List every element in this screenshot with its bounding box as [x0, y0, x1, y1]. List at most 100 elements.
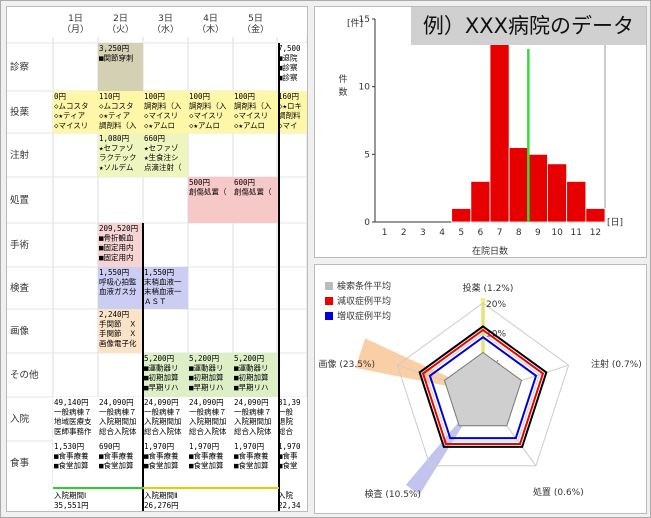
cell-line: 1,970円	[189, 442, 219, 451]
cell-line: 0円	[54, 92, 66, 101]
cell-line: 画像電子化	[99, 338, 137, 348]
radar-axis-label: 検査 (10.5%)	[365, 488, 421, 500]
day-weekday: （木）	[197, 23, 224, 35]
cell-line: ■運動器リ	[144, 364, 179, 373]
cell-line: ◇★ティア	[54, 111, 85, 120]
category-label: 画像	[10, 325, 30, 337]
footer-line: 入院	[278, 490, 293, 500]
cell-line: ■早期リハ	[189, 383, 224, 392]
cell-line: ◇マイスリ	[189, 111, 223, 120]
cell-bg	[143, 133, 188, 177]
y-tick-label: 15	[359, 15, 370, 25]
cell-line: 総合	[278, 426, 293, 436]
cell-line: 一般	[278, 407, 293, 417]
cell-line: 1,550円	[99, 268, 129, 277]
cell-line: ◇マイ	[278, 121, 298, 130]
x-unit-label: [日]	[607, 217, 623, 228]
cell-line: ■関節穿刺	[99, 53, 134, 63]
x-tick-label: 12	[590, 228, 601, 238]
footer-line: 入院期間Ⅰ	[54, 490, 86, 500]
cell-bg	[98, 267, 143, 309]
footer-line: 26,276円	[144, 501, 179, 510]
cell-line: ■食事療養	[54, 451, 89, 461]
histogram-bar	[527, 153, 548, 223]
legend-item-search: 検索条件平均	[325, 279, 391, 292]
cell-line: 24,090円	[189, 398, 224, 407]
cell-line: 一般病棟７	[99, 407, 137, 417]
cell-line: 調剤料（入	[99, 120, 137, 130]
cell-bg	[277, 397, 307, 441]
legend-swatch	[325, 281, 333, 290]
cell-line: ◇★アムロ	[189, 121, 220, 130]
histogram-bar	[470, 180, 491, 223]
y-axis-title-char: 件	[338, 73, 347, 85]
cell-line: ■食事療養	[144, 451, 179, 461]
radar-panel: 0%10%20%投薬 (1.2%)注射 (0.7%)処置 (0.6%)検査 (1…	[314, 264, 647, 514]
x-tick-label: 10	[551, 228, 563, 238]
schedule-panel: 1日 （月） 2日 （火） 3日 （水） 4日 （木） 5日 （金） 診察 投薬 注射 処置 手術 検査 画像そ…	[6, 6, 308, 512]
cell-bg	[233, 397, 278, 441]
cell-line: ◇マイスリ	[54, 121, 88, 130]
cell-line: 退院	[278, 416, 293, 426]
cell-line: 調剤料	[278, 110, 301, 120]
cell-line: 2,240円	[99, 310, 129, 319]
day-weekday: （月）	[62, 24, 89, 35]
cell-line: ■食事療養	[99, 451, 134, 461]
footer-line: 入院期間Ⅱ	[144, 490, 178, 500]
cell-line: 209,520円	[99, 224, 138, 233]
cell-line: 31,39	[278, 398, 301, 407]
cell-line: ■診察	[278, 62, 298, 72]
y-unit-label: [件]	[347, 17, 363, 29]
radar-ring	[425, 332, 541, 442]
cell-bg	[233, 353, 278, 397]
y-tick-label: 10	[359, 83, 371, 93]
footer-line: 22,34	[278, 501, 301, 510]
cell-bg	[98, 441, 143, 485]
cell-line: ◇★アムロ	[144, 121, 175, 130]
day-date: 1日	[68, 13, 83, 24]
cell-line: ■骨折観血	[99, 233, 134, 243]
cell-bg	[188, 177, 233, 223]
cell-line: 入院期間加	[189, 416, 227, 426]
cell-line: 24,090円	[99, 398, 134, 407]
x-tick-label: 3	[420, 228, 426, 238]
cell-bg	[98, 223, 143, 267]
cell-bg	[143, 91, 188, 133]
category-label: 診察	[10, 61, 30, 73]
x-tick-label: 11	[571, 228, 582, 238]
cell-bg	[188, 353, 233, 397]
cell-line: 500円	[189, 178, 210, 187]
cell-bg	[143, 441, 188, 485]
category-label: 入院	[10, 413, 30, 425]
cell-line: 総合入院体	[189, 426, 227, 436]
cell-line: 690円	[99, 442, 120, 451]
cell-line: 末梢血液一	[144, 286, 182, 296]
cell-line: ■食事	[278, 451, 298, 461]
cell-bg	[188, 441, 233, 485]
cell-bg	[143, 267, 188, 309]
cell-line: 点滴注射（	[144, 162, 182, 172]
cell-line: ◇マイスリ	[144, 111, 178, 120]
radar-chart: 0%10%20%投薬 (1.2%)注射 (0.7%)処置 (0.6%)検査 (1…	[319, 282, 642, 500]
cell-line: 調剤料（入	[234, 101, 272, 111]
cell-line: 660円	[144, 134, 165, 143]
day-weekday: （水）	[152, 23, 179, 35]
category-label: 検査	[10, 282, 30, 294]
radar-legend: 検索条件平均 減収症例平均 増収症例平均	[325, 279, 391, 324]
cell-line: 創傷処置（	[189, 187, 227, 197]
category-label: 投薬	[10, 106, 30, 118]
radar-axis-label: 処置 (0.6%)	[533, 486, 584, 498]
cell-bg	[98, 91, 143, 133]
cell-line: ＡＳＴ	[144, 297, 167, 306]
cell-line: 1,530円	[54, 442, 84, 451]
cell-line: 600円	[234, 178, 255, 187]
cell-line: ■固定用内	[99, 242, 134, 252]
cell-line: 地域医療支	[54, 416, 92, 426]
cell-line: ◇ムコスタ	[54, 102, 89, 111]
cell-line: 末梢血液一	[144, 277, 182, 287]
radar-tick-label: 10%	[486, 330, 506, 340]
period-bar-1	[53, 487, 143, 489]
histogram-bar	[508, 147, 529, 223]
cell-line: ◇ムコスタ	[99, 102, 134, 111]
cell-line: 調剤料（入	[189, 101, 227, 111]
